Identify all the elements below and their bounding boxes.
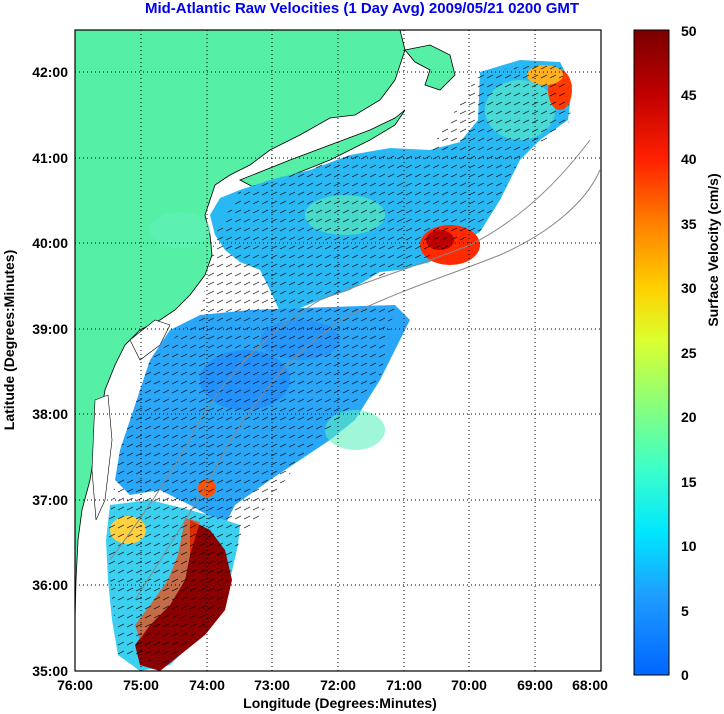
y-tick-label: 38:00 [32,406,68,422]
y-tick-label: 41:00 [32,150,68,166]
grid-lines [75,30,601,671]
colorbar-tick-label: 30 [681,280,697,296]
y-tick-label: 36:00 [32,577,68,593]
speed-patch-light [150,212,210,248]
x-tick-label: 72:00 [320,677,356,693]
y-tick-label: 39:00 [32,321,68,337]
y-tick-label: 35:00 [32,663,68,679]
y-tick-label: 37:00 [32,492,68,508]
delaware-bay [129,319,171,361]
colorbar-tick-label: 35 [681,216,697,232]
y-axis-title: Latitude (Degrees:Minutes) [1,250,17,430]
x-tick-label: 71:00 [386,677,422,693]
x-axis-title: Longitude (Degrees:Minutes) [243,695,437,711]
colorbar-tick-label: 50 [681,23,697,39]
colorbar-tick-label: 0 [681,667,689,683]
x-tick-label: 75:00 [123,677,159,693]
y-tick-label: 40:00 [32,235,68,251]
colorbar-tick-label: 5 [681,603,689,619]
x-axis: 76:00 75:00 74:00 73:00 72:00 71:00 70:0… [57,677,608,711]
colorbar-tick-label: 40 [681,151,697,167]
colorbar-tick-label: 45 [681,87,697,103]
x-tick-label: 74:00 [189,677,225,693]
colorbar-title: Surface Velocity (cm/s) [705,173,721,326]
x-tick-label: 69:00 [517,677,553,693]
x-tick-label: 70:00 [451,677,487,693]
colorbar-gradient [633,29,670,676]
bathymetry-contour [134,169,601,601]
plot-frame [74,29,602,672]
chart-title: Mid-Atlantic Raw Velocities (1 Day Avg) … [144,0,580,17]
y-tick-label: 42:00 [32,64,68,80]
colorbar-tick-label: 10 [681,538,697,554]
cape-cod [404,44,456,91]
colorbar-tick-label: 25 [681,345,697,361]
colorbar-tick-label: 15 [681,474,697,490]
colorbar: 0 5 10 15 20 25 30 35 40 45 50 Surface V… [633,23,721,683]
y-axis: 35:00 36:00 37:00 38:00 39:00 40:00 41:0… [1,64,68,679]
x-tick-label: 73:00 [254,677,290,693]
colorbar-tick-label: 20 [681,409,697,425]
x-tick-label: 76:00 [57,677,93,693]
chesapeake-bay [91,394,113,521]
velocity-vectors [106,62,572,665]
bathymetry-contour [109,139,591,561]
x-tick-label: 68:00 [572,677,608,693]
land-mass [75,30,406,671]
